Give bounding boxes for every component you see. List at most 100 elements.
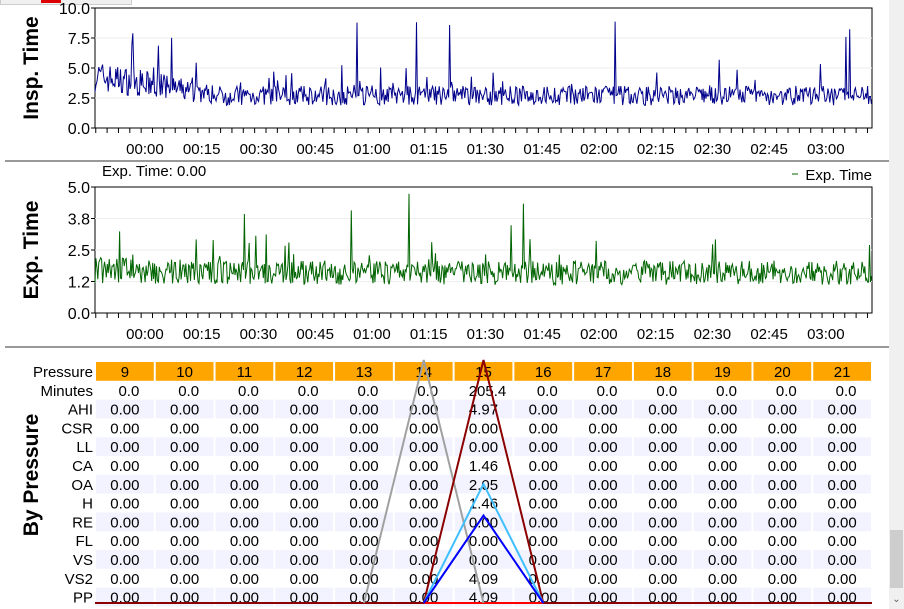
table-cell: 0.00 <box>828 420 857 437</box>
table-cell: 0.00 <box>588 402 617 419</box>
table-cell: 0.0 <box>118 383 139 400</box>
row-shade <box>813 550 871 569</box>
x-tick-label: 02:45 <box>750 141 788 158</box>
table-cell: 0.00 <box>529 571 558 588</box>
x-tick-label: 03:00 <box>807 141 845 158</box>
table-cell: 0.00 <box>529 477 558 494</box>
row-shade <box>155 474 214 494</box>
table-cell: 0.0 <box>716 383 737 400</box>
row-shade <box>753 474 812 494</box>
y-axis-label: By Pressure <box>20 414 43 537</box>
table-cell: 0.0 <box>656 383 677 400</box>
row-shade <box>275 399 334 419</box>
y-tick-label: 2.5 <box>68 243 90 260</box>
table-cell: 0.00 <box>290 402 319 419</box>
x-tick-label: 00:45 <box>296 141 334 158</box>
scrollbar-thumb[interactable] <box>890 530 903 588</box>
table-cell: 0.00 <box>529 552 558 569</box>
row-shade <box>813 399 871 419</box>
table-cell: 0.00 <box>230 552 259 569</box>
row-label: CSR <box>61 420 93 437</box>
pressure-header-cell <box>96 362 154 381</box>
row-label: LL <box>76 439 93 456</box>
row-shade <box>514 550 573 569</box>
row-shade <box>96 512 154 532</box>
table-cell: 0.00 <box>349 496 378 513</box>
table-cell: 0.00 <box>828 458 857 475</box>
x-tick-label: 01:45 <box>523 326 561 343</box>
tab-strip[interactable] <box>0 0 132 5</box>
pressure-header-cell <box>574 362 632 381</box>
pressure-header-cell <box>275 362 334 381</box>
table-cell: 0.00 <box>230 439 259 456</box>
table-cell: 0.00 <box>170 590 199 607</box>
scroll-down-button[interactable]: ⌄ <box>892 594 901 605</box>
pressure-header-cell <box>215 362 274 381</box>
table-cell: 0.00 <box>409 496 438 513</box>
table-cell: 0.00 <box>828 514 857 531</box>
table-cell: 0.00 <box>768 496 797 513</box>
x-tick-label: 00:30 <box>240 141 278 158</box>
table-cell: 0.00 <box>828 590 857 607</box>
row-shade <box>275 587 334 607</box>
row-label: CA <box>72 458 93 475</box>
table-cell: 0.00 <box>230 514 259 531</box>
row-shade <box>335 399 393 419</box>
table-cell: 0.00 <box>290 590 319 607</box>
row-shade <box>574 587 632 607</box>
pressure-header-cell <box>335 362 393 381</box>
pressure-value: 11 <box>237 364 253 381</box>
table-cell: 0.00 <box>409 458 438 475</box>
table-cell: 0.00 <box>409 420 438 437</box>
row-shade <box>454 399 513 419</box>
pressure-header-label: Pressure <box>33 364 93 381</box>
row-shade <box>215 587 274 607</box>
table-cell: 0.00 <box>708 402 737 419</box>
table-cell: 0.0 <box>358 383 379 400</box>
table-cell: 0.00 <box>290 533 319 550</box>
table-cell: 0.00 <box>349 571 378 588</box>
row-shade <box>215 437 274 456</box>
table-cell: 0.0 <box>776 383 797 400</box>
row-shade <box>514 587 573 607</box>
pressure-overlay-line <box>422 513 545 604</box>
table-cell: 0.00 <box>469 552 498 569</box>
row-shade <box>633 587 692 607</box>
x-tick-label: 01:30 <box>467 141 505 158</box>
table-cell: 0.00 <box>708 477 737 494</box>
row-shade <box>753 587 812 607</box>
pressure-value: 14 <box>415 364 432 381</box>
table-cell: 0.00 <box>409 590 438 607</box>
row-shade <box>574 399 632 419</box>
table-cell: 0.00 <box>588 533 617 550</box>
pressure-value: 21 <box>834 364 851 381</box>
row-shade <box>335 550 393 569</box>
table-cell: 0.00 <box>768 439 797 456</box>
row-shade <box>514 512 573 532</box>
vertical-scrollbar[interactable]: ⌄ <box>889 0 904 609</box>
table-cell: 0.00 <box>170 420 199 437</box>
table-cell: 0.00 <box>230 477 259 494</box>
table-cell: 0.0 <box>298 383 319 400</box>
row-shade <box>155 550 214 569</box>
table-cell: 0.00 <box>588 590 617 607</box>
pressure-value: 20 <box>774 364 791 381</box>
table-cell: 0.00 <box>768 552 797 569</box>
table-cell: 0.00 <box>768 514 797 531</box>
row-label: FL <box>75 533 93 550</box>
y-tick-label: 2.5 <box>68 91 90 108</box>
table-cell: 0.00 <box>588 496 617 513</box>
table-cell: 0.0 <box>836 383 857 400</box>
row-shade <box>633 399 692 419</box>
row-shade <box>753 512 812 532</box>
table-cell: 0.00 <box>349 402 378 419</box>
table-cell: 0.0 <box>597 383 618 400</box>
pressure-value: 10 <box>176 364 193 381</box>
table-cell: 0.00 <box>290 458 319 475</box>
table-cell: 0.00 <box>708 533 737 550</box>
table-cell: 0.00 <box>648 496 677 513</box>
row-shade <box>813 587 871 607</box>
row-shade <box>155 587 214 607</box>
table-cell: 0.0 <box>417 383 438 400</box>
row-shade <box>514 399 573 419</box>
